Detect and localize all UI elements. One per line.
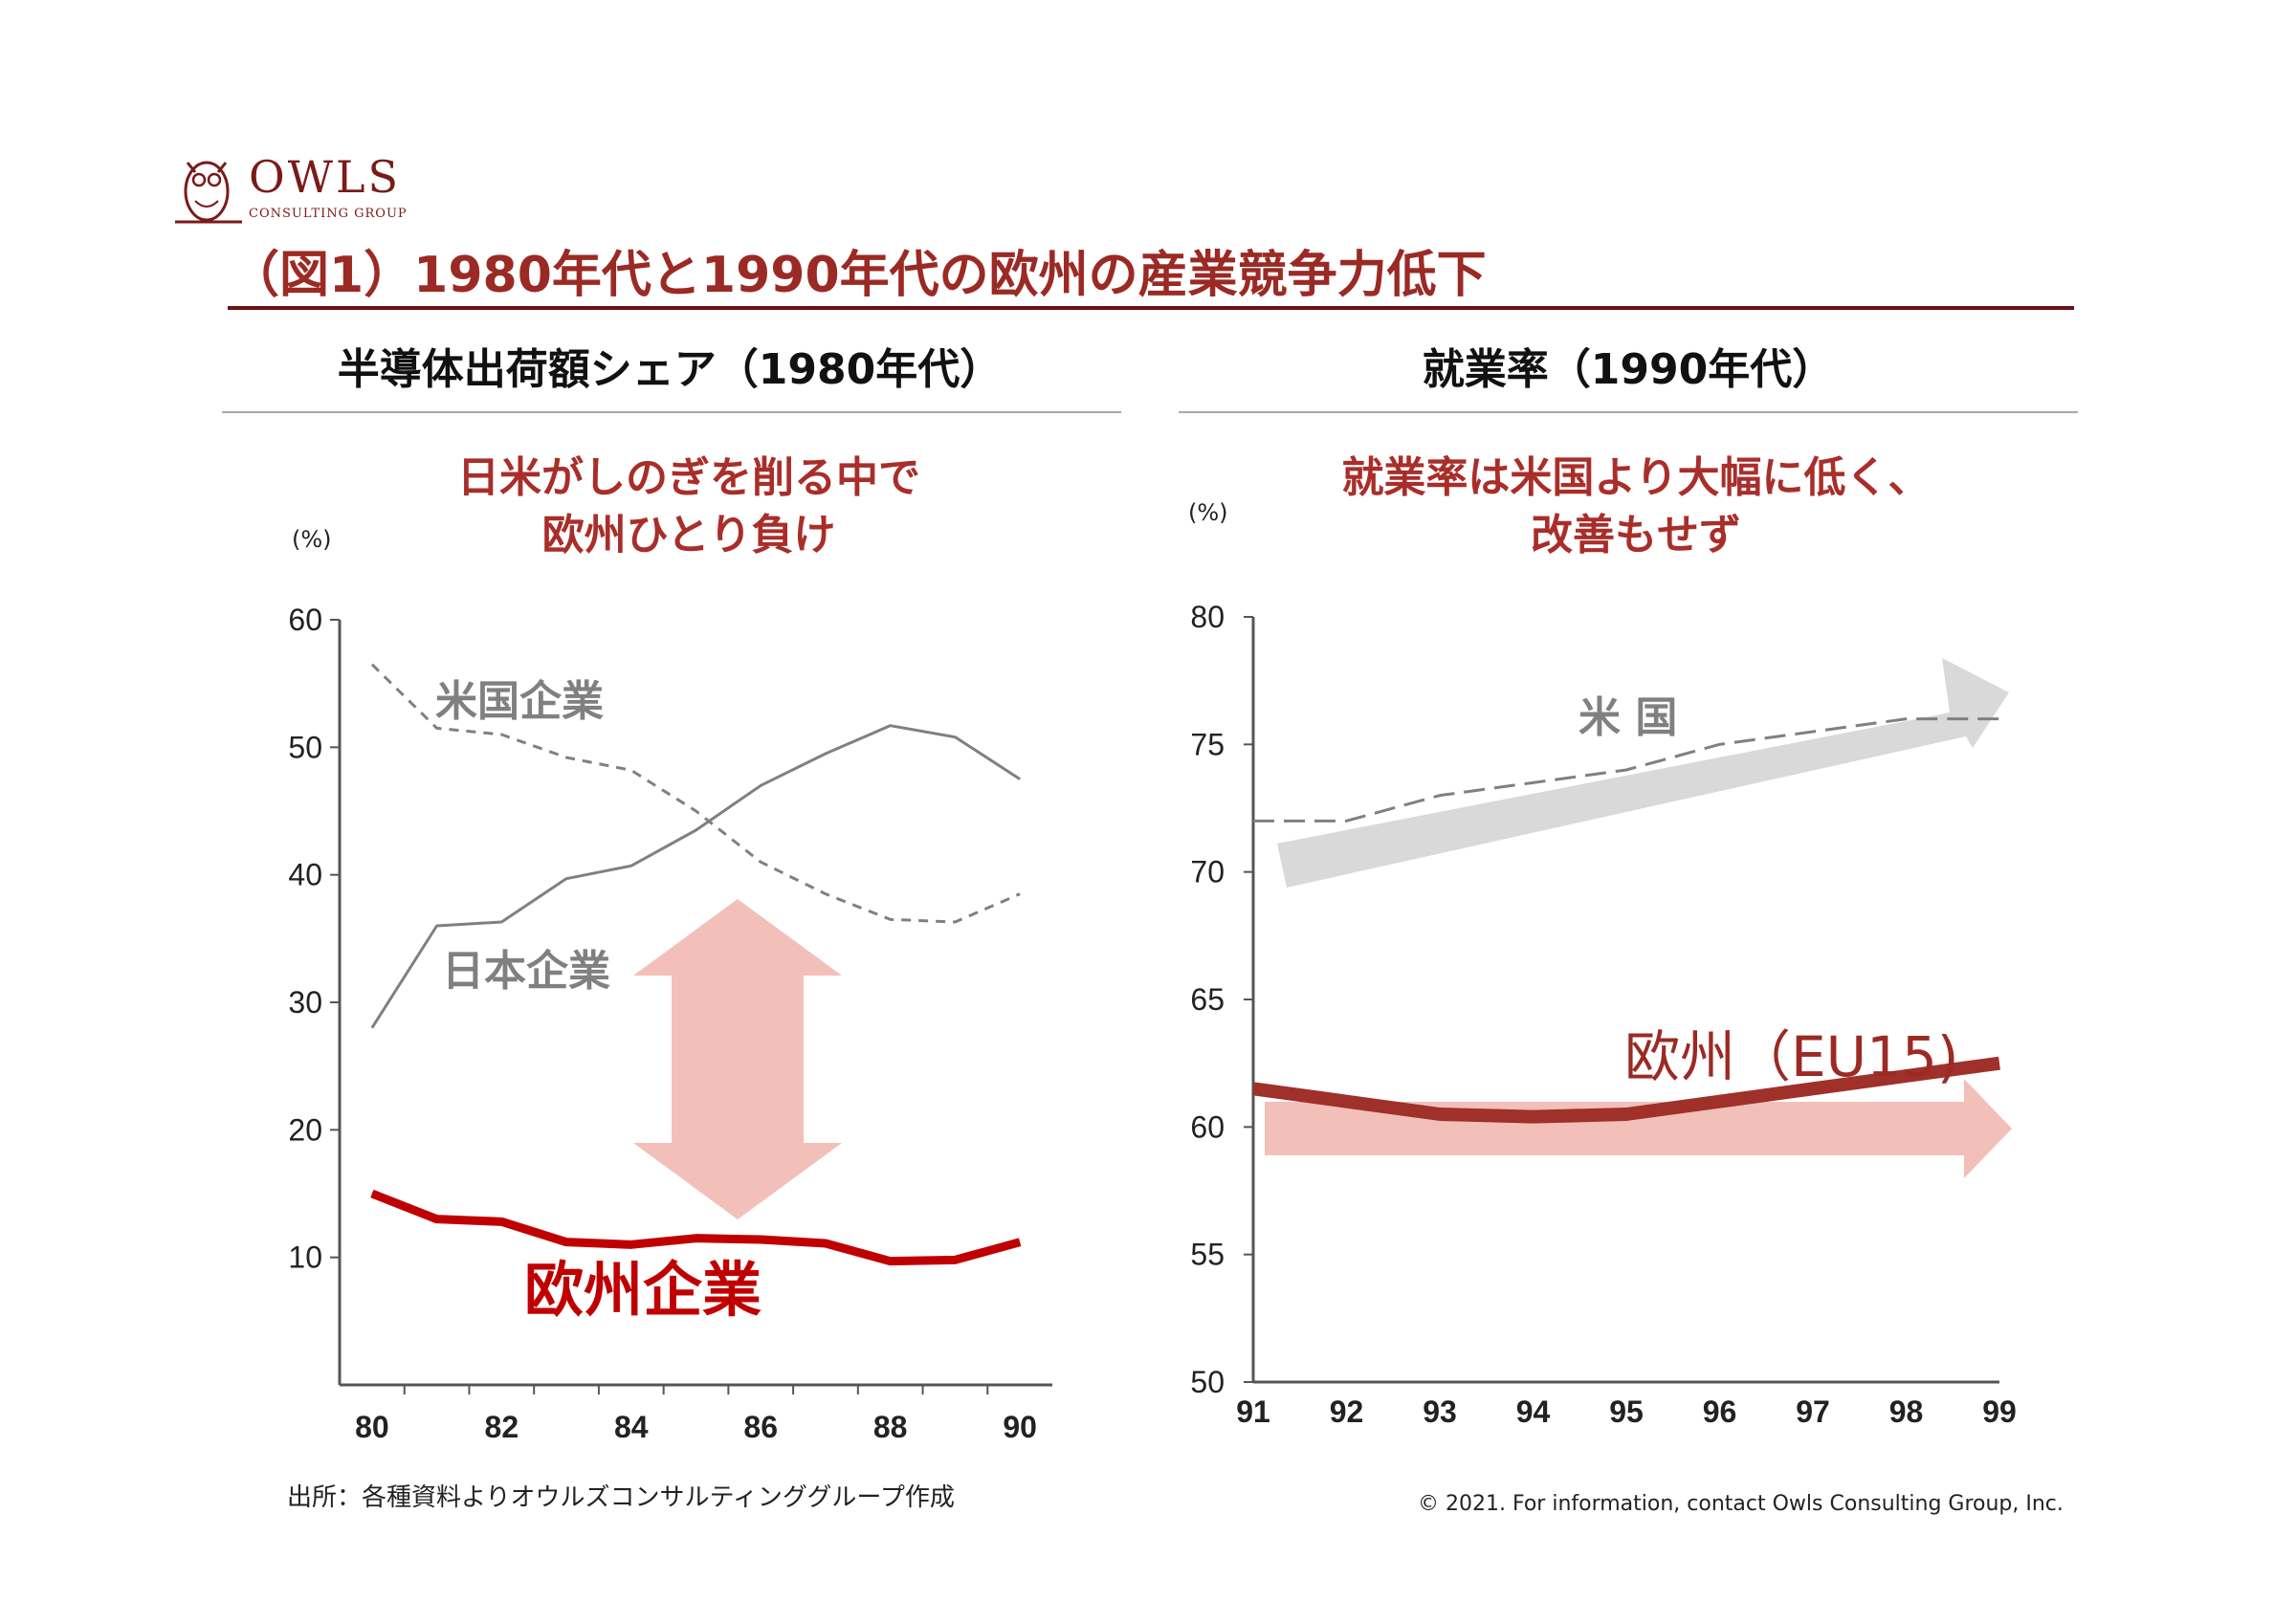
right-panel-title: 就業率（1990年代） (1422, 345, 1835, 394)
right-y-tick-label: 65 (1190, 982, 1225, 1017)
left-x-tick-label: 88 (873, 1410, 908, 1444)
left-y-tick-label: 40 (288, 858, 322, 892)
logo-subtitle: CONSULTING GROUP (249, 207, 408, 221)
logo-wordmark: OWLS (249, 151, 402, 203)
left-y-tick-label: 20 (288, 1112, 322, 1147)
right-unit-label: (%) (1188, 499, 1228, 526)
left-y-tick-label: 10 (288, 1240, 322, 1275)
right-y-tick-label: 80 (1190, 600, 1225, 634)
title-underline (228, 306, 2074, 310)
copyright-note: © 2021. For information, contact Owls Co… (1418, 1492, 2064, 1516)
left-x-tick-label: 84 (614, 1410, 649, 1444)
left-panel-rule (222, 411, 1121, 413)
left-y-tick-label: 50 (288, 730, 322, 764)
right-x-tick-label: 92 (1330, 1394, 1364, 1429)
right-x-tick-label: 99 (1982, 1394, 2017, 1429)
right-subtitle-line2: 改善もせず (1531, 511, 1741, 560)
left-unit-label: (%) (292, 526, 332, 553)
left-subtitle-line1: 日米がしのぎを削る中で (457, 453, 920, 502)
right-y-tick-label: 75 (1190, 727, 1225, 761)
source-note: 出所：各種資料よりオウルズコンサルティンググループ作成 (287, 1483, 955, 1512)
page-title: （図1）1980年代と1990年代の欧州の産業競争力低下 (230, 247, 1487, 304)
left-y-tick-label: 60 (288, 603, 322, 637)
right-x-tick-label: 93 (1423, 1394, 1457, 1429)
left-subtitle-line2: 欧州ひとり負け (541, 511, 836, 560)
double-arrow-annotation (633, 899, 842, 1219)
right-x-tick-label: 97 (1796, 1394, 1830, 1429)
left-series-label: 欧州企業 (524, 1255, 762, 1325)
left-series-line (370, 1189, 1022, 1266)
left-series-label: 日本企業 (442, 947, 610, 996)
right-series-label: 欧州（EU15) (1624, 1024, 1959, 1089)
left-series-line (370, 724, 1021, 1029)
left-x-tick-label: 82 (485, 1410, 519, 1444)
right-y-tick-label: 70 (1190, 855, 1225, 889)
right-panel-rule (1179, 411, 2078, 413)
right-y-tick-label: 55 (1190, 1238, 1225, 1272)
left-series-line (370, 663, 1021, 924)
right-series-line (1252, 1056, 2000, 1124)
right-x-tick-label: 94 (1516, 1394, 1551, 1429)
left-subtitle: 日米がしのぎを削る中で 欧州ひとり負け (316, 450, 1062, 564)
left-y-tick-label: 30 (288, 985, 322, 1020)
flat-arrow-annotation (1265, 1079, 2012, 1178)
right-x-tick-label: 91 (1236, 1394, 1270, 1429)
right-subtitle-line1: 就業率は米国より大幅に低く、 (1341, 453, 1931, 502)
right-x-tick-label: 98 (1889, 1394, 1924, 1429)
up-trend-arrow-annotation (1277, 658, 2009, 888)
left-x-tick-label: 80 (355, 1410, 389, 1444)
right-x-tick-label: 96 (1703, 1394, 1737, 1429)
left-x-tick-label: 90 (1003, 1410, 1037, 1444)
left-series-label: 米国企業 (435, 677, 604, 726)
right-series-line (1253, 717, 1999, 823)
left-panel-title: 半導体出荷額シェア（1980年代） (337, 345, 1003, 394)
company-logo: OWLS CONSULTING GROUP (170, 143, 429, 230)
left-x-tick-label: 86 (743, 1410, 778, 1444)
right-subtitle: 就業率は米国より大幅に低く、 改善もせず (1225, 450, 2047, 564)
right-y-tick-label: 60 (1190, 1109, 1225, 1144)
right-y-tick-label: 50 (1190, 1365, 1225, 1399)
right-series-label: 米 国 (1578, 693, 1677, 742)
owl-icon (175, 161, 242, 224)
right-x-tick-label: 95 (1609, 1394, 1644, 1429)
